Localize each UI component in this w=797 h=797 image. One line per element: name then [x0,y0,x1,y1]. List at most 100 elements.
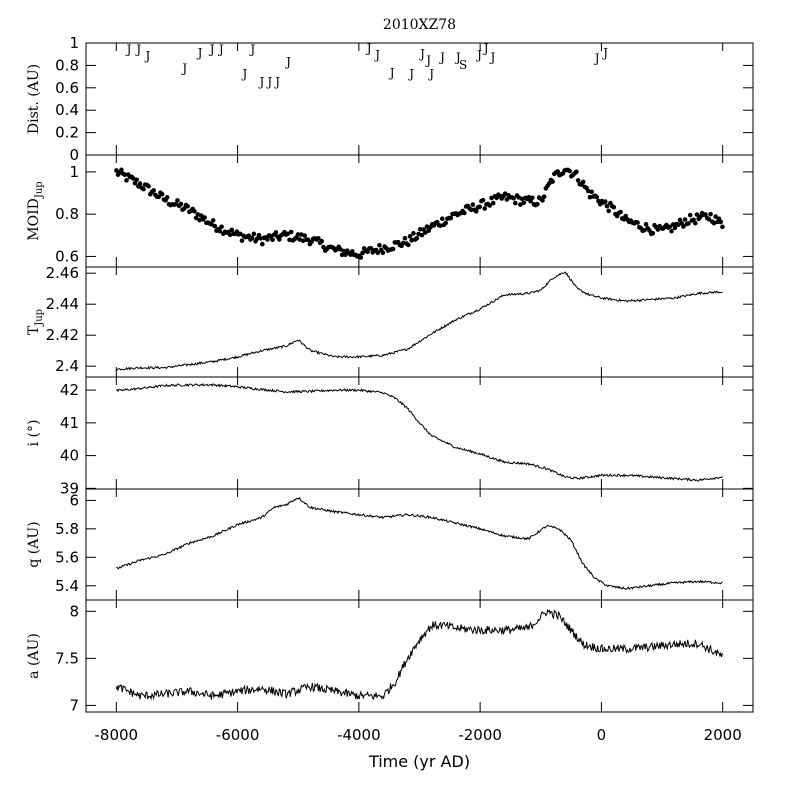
y-tick-label-incl: 40 [60,447,79,465]
y-tick-label-dist: 0 [69,146,79,164]
y-axis-label-subscript: Jup [34,309,45,327]
moid-point [124,178,129,183]
moid-point [141,186,146,192]
encounter-marker: J [488,50,495,64]
moid-point [239,238,245,243]
encounter-marker: J [601,46,608,60]
moid-point [443,220,448,226]
y-tick-label-q: 6 [69,491,79,509]
encounter-marker: S [459,58,467,72]
moid-point [258,235,263,241]
moid-point [480,197,486,203]
moid-point [193,215,199,221]
moid-point [642,227,647,233]
moid-point [175,198,180,203]
moid-point [237,231,243,237]
y-axis-label-q: q (AU) [26,521,42,567]
moid-point [703,212,708,217]
encounter-marker: J [180,62,187,76]
moid-point [173,201,179,207]
moid-point [400,240,406,246]
moid-point [528,198,533,204]
y-tick-label-dist: 1 [69,34,79,52]
moid-point [212,223,218,229]
y-axis-label-main: i (°) [26,420,42,447]
moid-point [462,210,467,216]
y-tick-label-incl: 41 [60,414,79,432]
moid-point [119,167,124,173]
series-line-tjup [116,271,723,371]
x-tick-label: 0 [597,726,607,744]
encounter-marker: J [217,42,224,56]
moid-point [414,235,420,241]
moid-point [635,220,640,225]
moid-point [249,235,255,241]
moid-point [132,180,138,186]
moid-point [209,222,214,227]
moid-point [229,227,235,233]
moid-point [489,195,494,201]
moid-point [358,255,364,260]
moid-point [504,197,510,202]
moid-point [164,195,170,200]
moid-point [477,204,482,210]
y-tick-label-tjup: 2.42 [46,326,79,344]
moid-point [518,202,523,207]
encounter-marker: J [240,67,247,81]
moid-point [156,194,162,200]
moid-point [521,200,527,205]
moid-point [146,183,151,189]
moid-point [468,207,474,213]
moid-point [411,231,416,236]
y-axis-label-incl: i (°) [26,420,42,447]
moid-point [482,206,488,211]
moid-point [151,188,156,193]
encounter-marker: J [424,54,431,68]
moid-point [390,246,396,252]
moid-point [580,179,586,185]
moid-point [251,231,257,237]
moid-point [602,199,608,204]
moid-point [316,235,321,241]
moid-point [380,250,386,256]
encounter-marker: J [427,67,434,81]
series-line-q [116,496,723,591]
y-axis-label-a: a (AU) [26,633,42,679]
y-tick-label-a: 8 [69,602,79,620]
moid-point [260,241,265,247]
moid-point [192,208,197,214]
encounter-marker: J [208,42,215,56]
moid-point [439,216,445,222]
y-tick-label-dist: 0.6 [55,79,79,97]
moid-point [277,237,282,242]
moid-point [423,230,428,235]
moid-point [691,217,696,223]
moid-point [511,196,516,201]
moid-point [202,215,207,220]
moid-point [720,224,725,230]
moid-point [417,226,423,232]
moid-point [611,205,617,210]
moid-point [375,250,381,256]
encounter-marker: J [248,42,255,56]
moid-point [526,194,532,200]
moid-point [219,224,224,230]
encounter-marker: J [438,50,445,64]
panel-frame-incl [85,376,754,490]
moid-point [338,247,343,252]
encounter-marker: J [265,75,272,89]
moid-point [217,228,223,234]
y-tick-label-a: 7.5 [55,649,79,667]
y-tick-label-q: 5.8 [55,520,79,538]
moid-point [708,211,713,217]
moid-point [513,200,518,206]
moid-point [650,230,656,236]
moid-point [210,218,216,223]
moid-point [321,244,326,250]
moid-point [681,224,686,229]
encounter-marker: J [196,46,203,60]
moid-point [285,231,291,237]
encounter-marker: J [454,50,461,64]
moid-point [667,224,673,230]
